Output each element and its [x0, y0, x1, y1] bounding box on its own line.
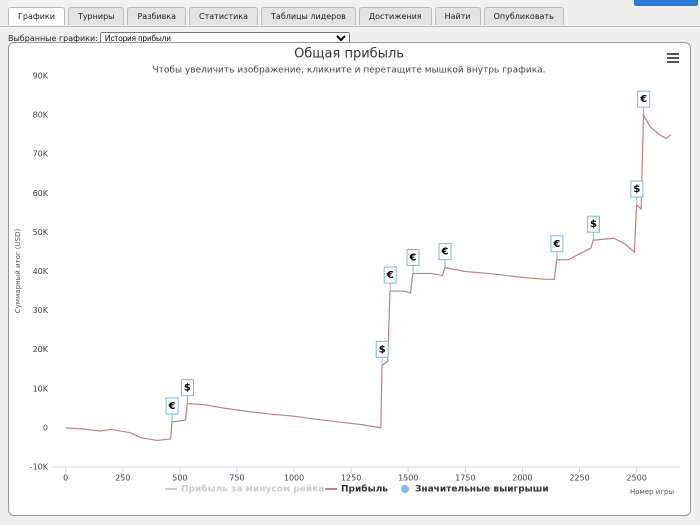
big-win-flag: $	[586, 215, 600, 241]
x-tick-label: 750	[229, 474, 244, 483]
x-tick-label: 1000	[284, 474, 304, 483]
menu-icon[interactable]	[667, 53, 679, 63]
big-win-flag: €	[406, 248, 420, 274]
big-win-flag: $	[630, 180, 644, 206]
y-tick-label: 40K	[33, 267, 49, 276]
chart-selector: Выбранные графики: История прибыли	[8, 32, 350, 44]
selector-label: Выбранные графики:	[8, 34, 98, 43]
y-tick-label: -10K	[30, 463, 49, 472]
profit-line	[65, 112, 672, 442]
x-tick-label: 500	[172, 474, 187, 483]
big-win-flag: €	[550, 235, 564, 260]
big-win-marker	[375, 340, 389, 358]
tab[interactable]: Графики	[8, 7, 65, 25]
tab[interactable]: Разбивка	[127, 7, 187, 25]
big-win-label: $	[379, 344, 386, 355]
tab-underline	[0, 26, 700, 27]
big-win-marker	[637, 90, 651, 108]
top-button[interactable]	[634, 0, 698, 6]
x-tick-label: 250	[115, 474, 130, 483]
chart-subtitle: Чтобы увеличить изображение, кликните и …	[152, 66, 545, 76]
big-win-label: $	[633, 184, 640, 195]
big-win-flag: €	[438, 243, 452, 268]
big-win-label: €	[386, 270, 394, 281]
big-win-marker	[438, 243, 452, 261]
tab[interactable]: Достижения	[358, 7, 432, 25]
y-tick-label: 80K	[33, 111, 49, 120]
y-axis-label: Суммарный итог (USD)	[14, 229, 22, 314]
y-tick-label: 60K	[33, 189, 49, 198]
legend-symbol	[401, 485, 409, 493]
chart-title: Общая прибыль	[294, 47, 404, 62]
tab-bar: Графики Турниры Разбивка Статистика Таблицы …	[8, 7, 564, 25]
y-tick-label: 30K	[33, 306, 49, 315]
big-win-marker	[383, 266, 397, 284]
x-tick-label: 1750	[455, 474, 475, 483]
big-win-marker	[550, 235, 564, 253]
big-win-flag: €	[383, 266, 397, 292]
legend-label: Прибыль	[341, 484, 388, 495]
y-tick-label: 90K	[33, 72, 49, 81]
x-tick-label: 1500	[398, 474, 418, 483]
big-win-marker	[165, 397, 179, 415]
big-win-label: $	[184, 383, 191, 394]
tab[interactable]: Турниры	[67, 7, 125, 25]
legend-label: Значительные выигрыши	[415, 485, 549, 495]
tab[interactable]: Опубликовать	[483, 7, 564, 25]
big-win-marker	[180, 379, 194, 397]
x-tick-label: 1250	[341, 474, 361, 483]
big-win-label: €	[409, 252, 417, 263]
big-win-marker	[586, 215, 600, 233]
big-win-label: €	[639, 94, 647, 105]
big-win-flag: $	[180, 379, 194, 404]
tab[interactable]: Таблицы лидеров	[261, 7, 356, 25]
x-axis-label: Номер игры	[630, 488, 674, 496]
chart-panel	[8, 42, 691, 516]
y-tick-label: 10K	[33, 384, 49, 393]
y-tick-label: 50K	[33, 228, 49, 237]
big-win-flag: €	[165, 397, 179, 423]
x-tick-label: 0	[63, 474, 68, 483]
x-tick-label: 2000	[512, 474, 532, 483]
y-tick-label: 70K	[33, 150, 49, 159]
y-tick-label: 20K	[33, 345, 49, 354]
big-win-label: €	[168, 401, 176, 412]
tab[interactable]: Статистика	[189, 7, 259, 25]
y-tick-label: 0	[43, 423, 48, 432]
big-win-label: €	[441, 247, 449, 258]
big-win-flag: $	[375, 340, 389, 366]
big-win-label: €	[552, 239, 560, 250]
big-win-flag: €	[637, 90, 651, 116]
x-tick-label: 2500	[626, 474, 646, 483]
big-win-marker	[406, 248, 420, 266]
big-win-label: $	[590, 219, 597, 230]
selector-dropdown[interactable]: История прибыли	[99, 32, 350, 44]
legend-label: Прибыль за минусом рейка	[181, 484, 324, 495]
big-win-marker	[630, 180, 644, 198]
tab[interactable]: Найти	[434, 7, 481, 25]
x-tick-label: 2250	[569, 474, 589, 483]
